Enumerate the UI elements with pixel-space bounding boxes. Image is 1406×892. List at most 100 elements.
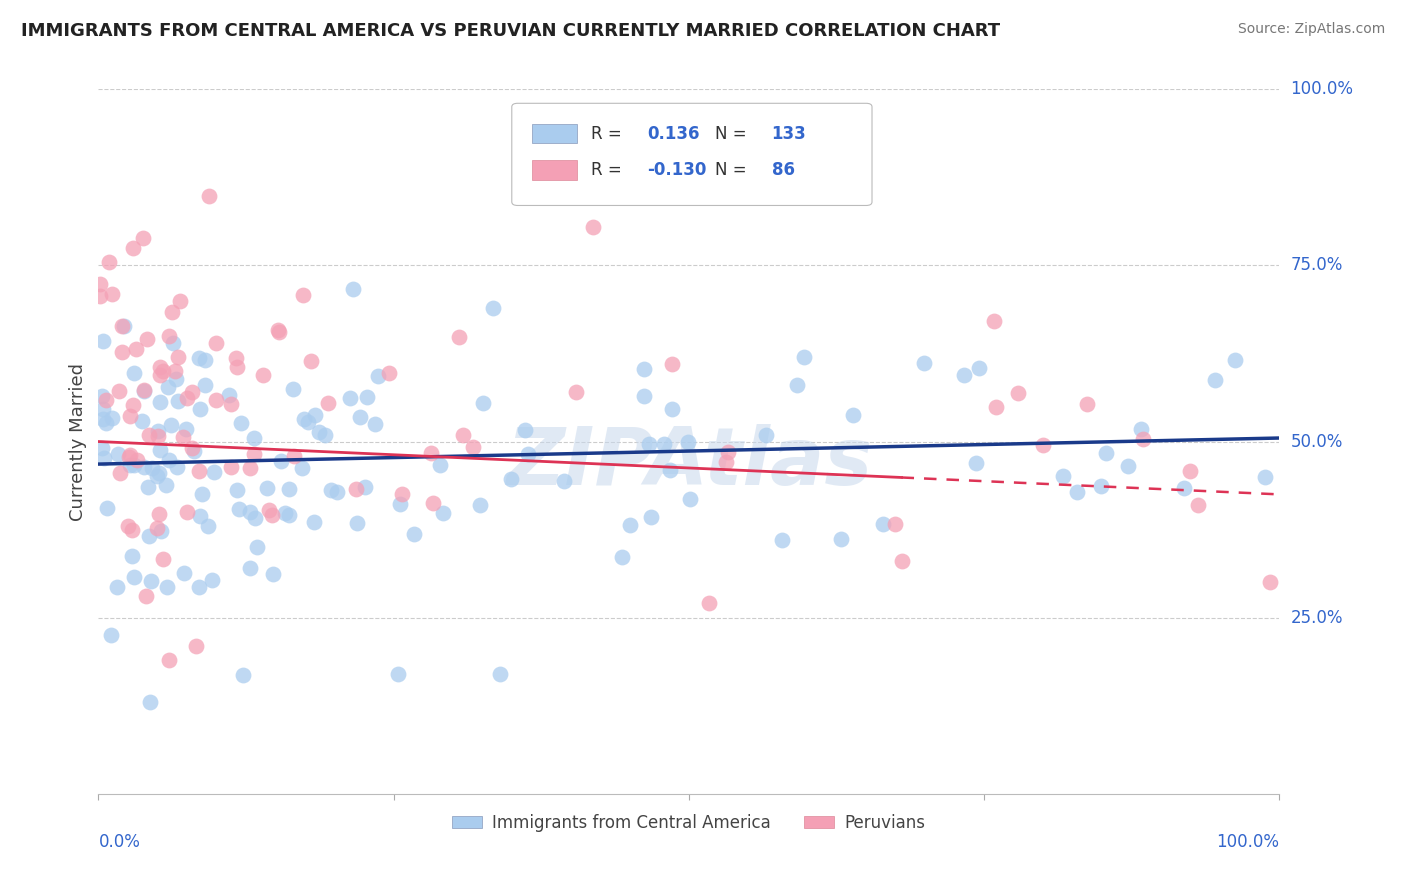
Point [150, 524, 173, 539]
Point [243, 510, 266, 524]
Point [252, 368, 274, 383]
Point [229, 416, 252, 430]
Y-axis label: Currently Married: Currently Married [69, 362, 87, 521]
Point [166, 460, 188, 475]
Point [325, 484, 347, 499]
Point [419, 446, 441, 460]
Point [342, 282, 364, 296]
Point [260, 508, 283, 522]
Text: ZIPAtlas: ZIPAtlas [506, 424, 872, 501]
Point [463, 440, 485, 454]
Point [166, 350, 188, 364]
Point [967, 360, 990, 375]
Point [226, 360, 249, 375]
Point [389, 497, 412, 511]
Point [267, 323, 290, 337]
Point [1052, 469, 1074, 483]
Point [157, 328, 180, 343]
Text: 100.0%: 100.0% [1291, 80, 1354, 98]
Text: Source: ZipAtlas.com: Source: ZipAtlas.com [1237, 22, 1385, 37]
Point [912, 356, 935, 370]
Point [225, 483, 247, 497]
Point [482, 301, 505, 315]
Point [1187, 498, 1209, 512]
Point [139, 695, 162, 709]
Point [91, 389, 114, 403]
Point [160, 417, 183, 432]
Point [633, 389, 655, 403]
Point [97, 255, 120, 269]
Text: R =: R = [591, 161, 627, 179]
Point [661, 402, 683, 417]
Point [1095, 446, 1118, 460]
Point [176, 505, 198, 519]
Point [697, 596, 720, 610]
Point [218, 388, 240, 402]
Point [1204, 373, 1226, 387]
Point [202, 465, 225, 479]
Point [432, 506, 454, 520]
Point [640, 509, 662, 524]
Point [953, 368, 976, 382]
Point [965, 456, 987, 470]
Point [499, 472, 522, 486]
Point [197, 519, 219, 533]
Point [1066, 485, 1088, 500]
Point [149, 368, 172, 383]
Point [1076, 397, 1098, 411]
Point [489, 667, 512, 681]
Point [239, 461, 262, 475]
Point [239, 561, 262, 575]
Point [1132, 432, 1154, 446]
Point [152, 551, 174, 566]
Point [188, 351, 211, 366]
Point [118, 448, 141, 462]
Point [205, 335, 228, 350]
Point [157, 380, 180, 394]
Point [291, 288, 314, 302]
Point [308, 425, 330, 439]
Point [134, 459, 156, 474]
Point [89, 277, 111, 292]
Point [346, 516, 368, 530]
Point [117, 519, 139, 533]
Point [661, 357, 683, 371]
Point [135, 332, 157, 346]
Legend: Immigrants from Central America, Peruvians: Immigrants from Central America, Peruvia… [446, 807, 932, 838]
Point [679, 492, 702, 507]
Point [387, 667, 409, 681]
Point [565, 385, 588, 400]
Point [155, 478, 177, 492]
Point [183, 444, 205, 458]
Point [122, 458, 145, 472]
Point [402, 526, 425, 541]
Point [841, 408, 863, 422]
Point [221, 460, 243, 475]
Point [793, 350, 815, 364]
Text: 133: 133 [772, 125, 807, 143]
Point [770, 533, 793, 548]
Point [91, 402, 114, 417]
Point [391, 486, 413, 500]
Point [239, 505, 262, 519]
Point [112, 318, 135, 333]
Point [786, 378, 808, 392]
Point [108, 384, 131, 398]
Point [152, 364, 174, 378]
Point [262, 567, 284, 582]
Point [122, 398, 145, 412]
Point [122, 569, 145, 583]
Point [159, 653, 181, 667]
Point [243, 431, 266, 445]
Point [277, 482, 299, 496]
Point [120, 409, 142, 423]
Point [165, 364, 187, 378]
Point [633, 361, 655, 376]
Point [225, 351, 247, 365]
Point [132, 384, 155, 399]
Point [1254, 470, 1277, 484]
Point [101, 286, 124, 301]
Point [148, 466, 170, 480]
Point [111, 319, 134, 334]
Point [830, 532, 852, 546]
